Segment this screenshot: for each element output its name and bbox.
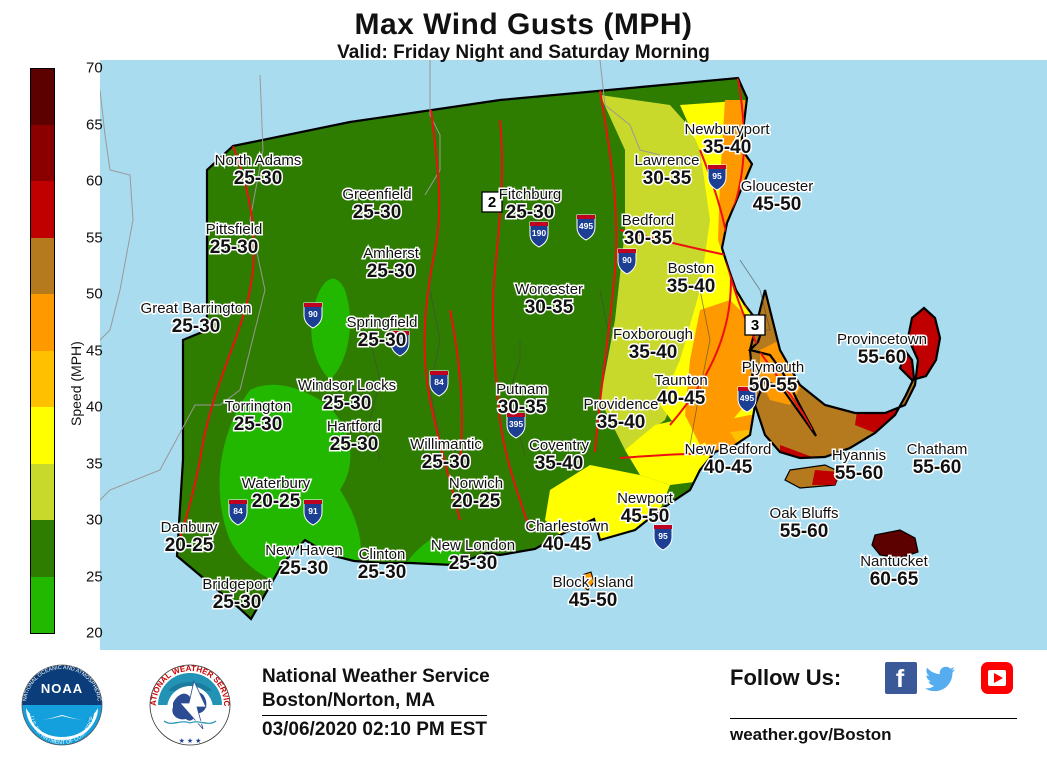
- svg-text:f: f: [896, 665, 905, 693]
- svg-text:395: 395: [509, 419, 523, 429]
- svg-text:84: 84: [434, 377, 444, 387]
- svg-text:495: 495: [579, 221, 593, 231]
- svg-text:NOAA: NOAA: [41, 681, 83, 696]
- svg-text:3: 3: [751, 317, 759, 334]
- svg-text:2: 2: [488, 194, 496, 211]
- svg-text:90: 90: [308, 309, 318, 319]
- svg-text:190: 190: [532, 228, 546, 238]
- svg-text:90: 90: [622, 255, 632, 265]
- svg-text:95: 95: [658, 531, 668, 541]
- svg-text:★ ★ ★: ★ ★ ★: [179, 737, 202, 745]
- svg-text:95: 95: [712, 171, 722, 181]
